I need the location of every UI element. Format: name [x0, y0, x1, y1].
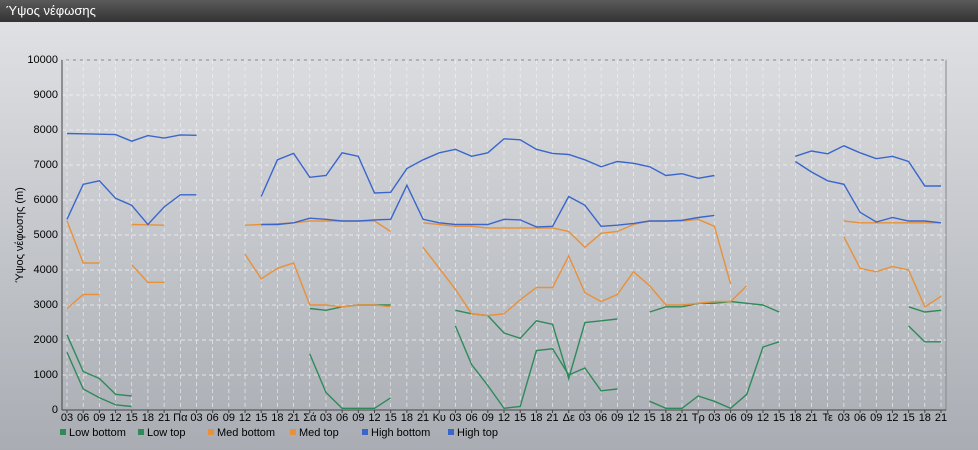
y-tick-label: 9000 [34, 89, 58, 101]
y-tick-label: 7000 [34, 159, 58, 171]
x-tick-label: 18 [142, 412, 154, 424]
x-tick-label: 06 [854, 412, 866, 424]
series-line [66, 160, 942, 228]
x-tick-label: 09 [741, 412, 753, 424]
legend-label: Low bottom [69, 427, 126, 439]
x-tick-label: 03 [190, 412, 202, 424]
x-tick-label: 09 [482, 412, 494, 424]
legend-label: Med top [299, 427, 339, 439]
x-tick-label: 09 [223, 412, 235, 424]
legend-swatch [138, 429, 144, 435]
x-tick-label: 15 [385, 412, 397, 424]
y-tick-label: 10000 [27, 54, 58, 66]
series-line [66, 325, 941, 410]
legend-swatch [208, 429, 214, 435]
legend-swatch [60, 429, 66, 435]
x-tick-label: 21 [935, 412, 947, 424]
x-tick-label: 03 [838, 412, 850, 424]
x-tick-label: 21 [417, 412, 429, 424]
x-tick-label: Δε [563, 412, 575, 424]
x-tick-label: 12 [239, 412, 251, 424]
x-tick-label: 15 [773, 412, 785, 424]
x-tick-label: 21 [546, 412, 558, 424]
x-tick-label: 03 [61, 412, 73, 424]
legend-label: Low top [147, 427, 186, 439]
x-tick-label: 09 [93, 412, 105, 424]
x-tick-label: Πα [173, 412, 188, 424]
x-tick-label: 18 [660, 412, 672, 424]
x-tick-label: Κυ [433, 412, 446, 424]
x-tick-label: 03 [320, 412, 332, 424]
legend-label: High bottom [371, 427, 430, 439]
x-tick-label: 15 [514, 412, 526, 424]
legend-swatch [448, 429, 454, 435]
legend-swatch [362, 429, 368, 435]
x-tick-label: 18 [401, 412, 413, 424]
x-tick-label: 12 [886, 412, 898, 424]
x-tick-label: 09 [352, 412, 364, 424]
x-tick-label: 18 [271, 412, 283, 424]
x-tick-label: 03 [708, 412, 720, 424]
y-tick-label: 1000 [34, 369, 58, 381]
y-tick-label: 4000 [34, 264, 58, 276]
x-tick-label: 06 [77, 412, 89, 424]
x-tick-label: 12 [368, 412, 380, 424]
x-tick-label: Τε [822, 412, 833, 424]
x-tick-label: Σά [303, 412, 317, 424]
x-tick-label: 06 [724, 412, 736, 424]
y-tick-label: 8000 [34, 124, 58, 136]
x-tick-label: 15 [126, 412, 138, 424]
title-bar: Ύψος νέφωσης [0, 0, 978, 22]
x-tick-label: 12 [109, 412, 121, 424]
x-tick-label: 18 [919, 412, 931, 424]
x-tick-label: 09 [611, 412, 623, 424]
legend-label: Med bottom [217, 427, 275, 439]
x-tick-label: 06 [466, 412, 478, 424]
x-tick-label: 06 [207, 412, 219, 424]
x-tick-label: 21 [158, 412, 170, 424]
x-tick-label: 21 [287, 412, 299, 424]
y-tick-label: 0 [52, 404, 58, 416]
x-tick-label: Τρ [692, 412, 705, 424]
legend-swatch [290, 429, 296, 435]
x-tick-label: 21 [676, 412, 688, 424]
x-tick-label: 18 [789, 412, 801, 424]
y-axis-label: Ύψος νέφωσης (m) [14, 187, 26, 283]
x-tick-label: 03 [449, 412, 461, 424]
legend-label: High top [457, 427, 498, 439]
x-tick-label: 12 [627, 412, 639, 424]
y-tick-label: 5000 [34, 229, 58, 241]
y-tick-label: 2000 [34, 334, 58, 346]
x-tick-label: 18 [530, 412, 542, 424]
y-tick-label: 3000 [34, 299, 58, 311]
x-tick-label: 12 [498, 412, 510, 424]
x-tick-label: 15 [255, 412, 267, 424]
series-line [66, 132, 941, 197]
x-tick-label: 12 [757, 412, 769, 424]
x-tick-label: 21 [805, 412, 817, 424]
y-tick-label: 6000 [34, 194, 58, 206]
x-tick-label: 15 [644, 412, 656, 424]
x-tick-label: 06 [595, 412, 607, 424]
x-tick-label: 06 [336, 412, 348, 424]
series-line [66, 236, 942, 317]
x-tick-label: 15 [903, 412, 915, 424]
x-tick-label: 09 [870, 412, 882, 424]
x-tick-label: 03 [579, 412, 591, 424]
